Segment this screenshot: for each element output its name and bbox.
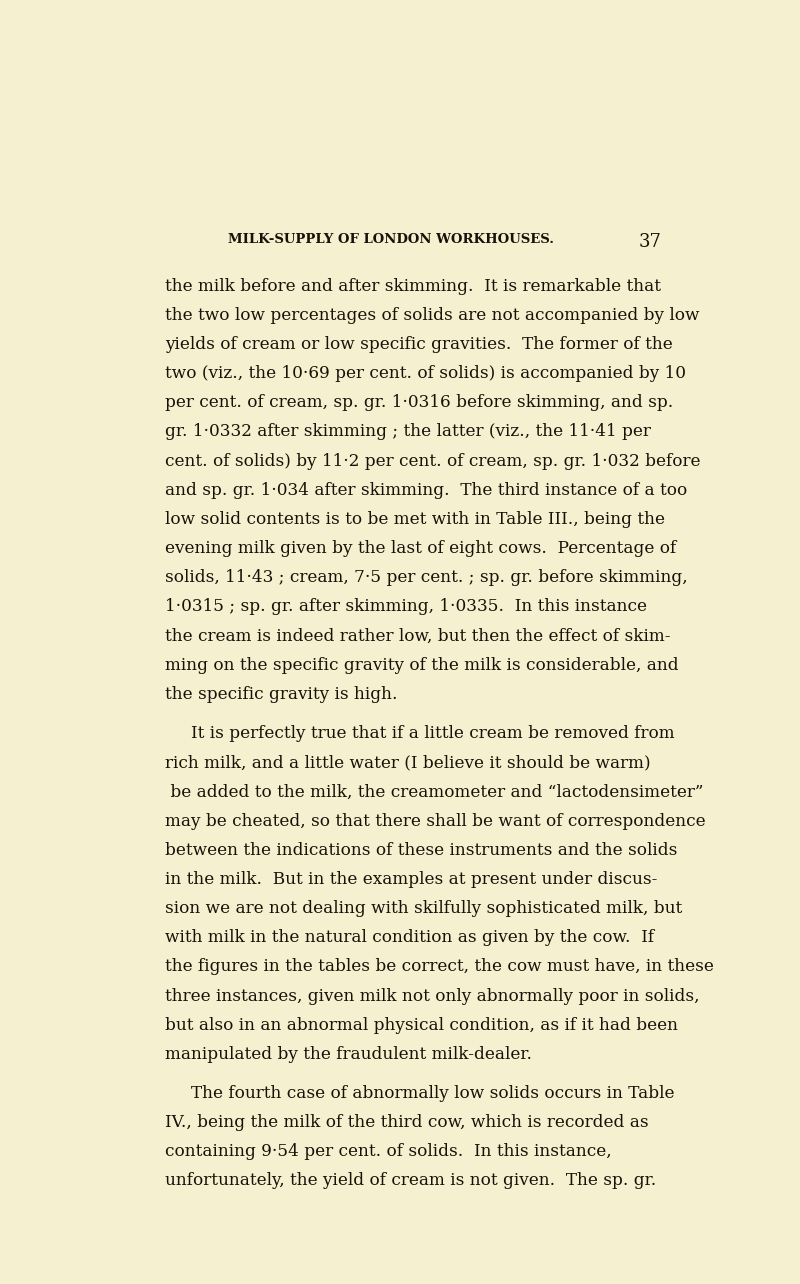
Text: with milk in the natural condition as given by the cow.  If: with milk in the natural condition as gi…: [165, 930, 654, 946]
Text: but also in an abnormal physical condition, as if it had been: but also in an abnormal physical conditi…: [165, 1017, 678, 1034]
Text: the figures in the tables be correct, the cow must have, in these: the figures in the tables be correct, th…: [165, 958, 714, 976]
Text: The fourth case of abnormally low solids occurs in Table: The fourth case of abnormally low solids…: [191, 1085, 674, 1102]
Text: ming on the specific gravity of the milk is considerable, and: ming on the specific gravity of the milk…: [165, 657, 678, 674]
Text: 37: 37: [638, 234, 661, 252]
Text: the specific gravity is high.: the specific gravity is high.: [165, 686, 398, 702]
Text: IV., being the milk of the third cow, which is recorded as: IV., being the milk of the third cow, wh…: [165, 1115, 649, 1131]
Text: the cream is indeed rather low, but then the effect of skim-: the cream is indeed rather low, but then…: [165, 628, 670, 645]
Text: may be cheated, so that there shall be want of correspondence: may be cheated, so that there shall be w…: [165, 813, 706, 829]
Text: containing 9·54 per cent. of solids.  In this instance,: containing 9·54 per cent. of solids. In …: [165, 1143, 612, 1161]
Text: yields of cream or low specific gravities.  The former of the: yields of cream or low specific gravitie…: [165, 336, 673, 353]
Text: two (viz., the 10·69 per cent. of solids) is accompanied by 10: two (viz., the 10·69 per cent. of solids…: [165, 365, 686, 383]
Text: cent. of solids) by 11·2 per cent. of cream, sp. gr. 1·032 before: cent. of solids) by 11·2 per cent. of cr…: [165, 453, 701, 470]
Text: in the milk.  But in the examples at present under discus-: in the milk. But in the examples at pres…: [165, 871, 658, 887]
Text: manipulated by the fraudulent milk-dealer.: manipulated by the fraudulent milk-deale…: [165, 1046, 532, 1063]
Text: the two low percentages of solids are not accompanied by low: the two low percentages of solids are no…: [165, 307, 699, 324]
Text: be added to the milk, the creamometer and “lactodensimeter”: be added to the milk, the creamometer an…: [165, 783, 704, 800]
Text: three instances, given milk not only abnormally poor in solids,: three instances, given milk not only abn…: [165, 987, 699, 1004]
Text: the milk before and after skimming.  It is remarkable that: the milk before and after skimming. It i…: [165, 277, 661, 294]
Text: gr. 1·0332 after skimming ; the latter (viz., the 11·41 per: gr. 1·0332 after skimming ; the latter (…: [165, 424, 651, 440]
Text: sion we are not dealing with skilfully sophisticated milk, but: sion we are not dealing with skilfully s…: [165, 900, 682, 917]
Text: MILK-SUPPLY OF LONDON WORKHOUSES.: MILK-SUPPLY OF LONDON WORKHOUSES.: [229, 234, 554, 247]
Text: per cent. of cream, sp. gr. 1·0316 before skimming, and sp.: per cent. of cream, sp. gr. 1·0316 befor…: [165, 394, 674, 411]
Text: between the indications of these instruments and the solids: between the indications of these instrum…: [165, 842, 678, 859]
Text: It is perfectly true that if a little cream be removed from: It is perfectly true that if a little cr…: [191, 725, 674, 742]
Text: 1·0315 ; sp. gr. after skimming, 1·0335.  In this instance: 1·0315 ; sp. gr. after skimming, 1·0335.…: [165, 598, 647, 615]
Text: and sp. gr. 1·034 after skimming.  The third instance of a too: and sp. gr. 1·034 after skimming. The th…: [165, 482, 687, 498]
Text: solids, 11·43 ; cream, 7·5 per cent. ; sp. gr. before skimming,: solids, 11·43 ; cream, 7·5 per cent. ; s…: [165, 569, 688, 587]
Text: rich milk, and a little water (I believe it should be warm): rich milk, and a little water (I believe…: [165, 754, 650, 772]
Text: evening milk given by the last of eight cows.  Percentage of: evening milk given by the last of eight …: [165, 541, 676, 557]
Text: low solid contents is to be met with in Table III., being the: low solid contents is to be met with in …: [165, 511, 665, 528]
Text: unfortunately, the yield of cream is not given.  The sp. gr.: unfortunately, the yield of cream is not…: [165, 1172, 656, 1189]
